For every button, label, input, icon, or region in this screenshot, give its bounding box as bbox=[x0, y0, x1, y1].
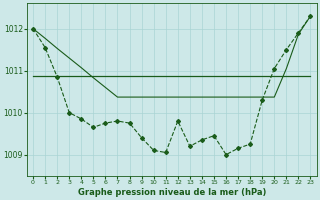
X-axis label: Graphe pression niveau de la mer (hPa): Graphe pression niveau de la mer (hPa) bbox=[77, 188, 266, 197]
